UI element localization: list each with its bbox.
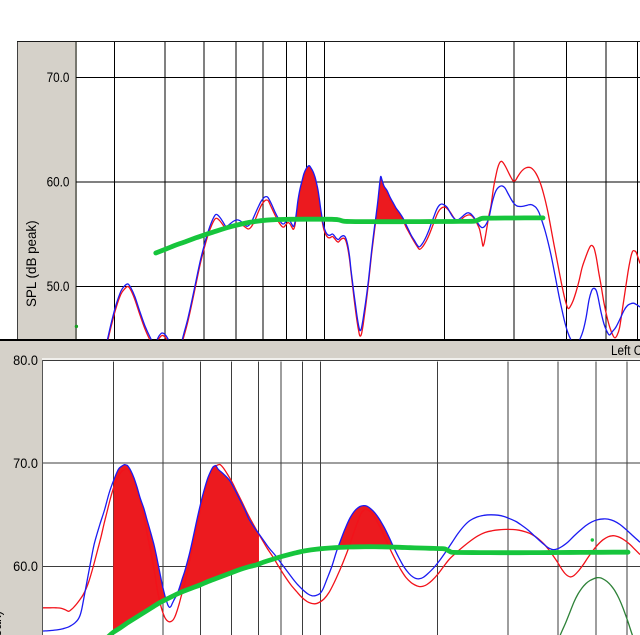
svg-text:70.0: 70.0 xyxy=(13,455,38,470)
svg-text:SPL (dB peak): SPL (dB peak) xyxy=(0,611,4,635)
svg-text:70.0: 70.0 xyxy=(47,70,70,85)
svg-text:60.0: 60.0 xyxy=(13,559,38,574)
svg-text:60.0: 60.0 xyxy=(47,175,70,190)
svg-text:50.0: 50.0 xyxy=(47,279,70,294)
svg-text:80.0: 80.0 xyxy=(13,353,38,368)
svg-text:Left Ch: Left Ch xyxy=(611,343,640,358)
svg-text:SPL (dB peak): SPL (dB peak) xyxy=(24,220,39,307)
